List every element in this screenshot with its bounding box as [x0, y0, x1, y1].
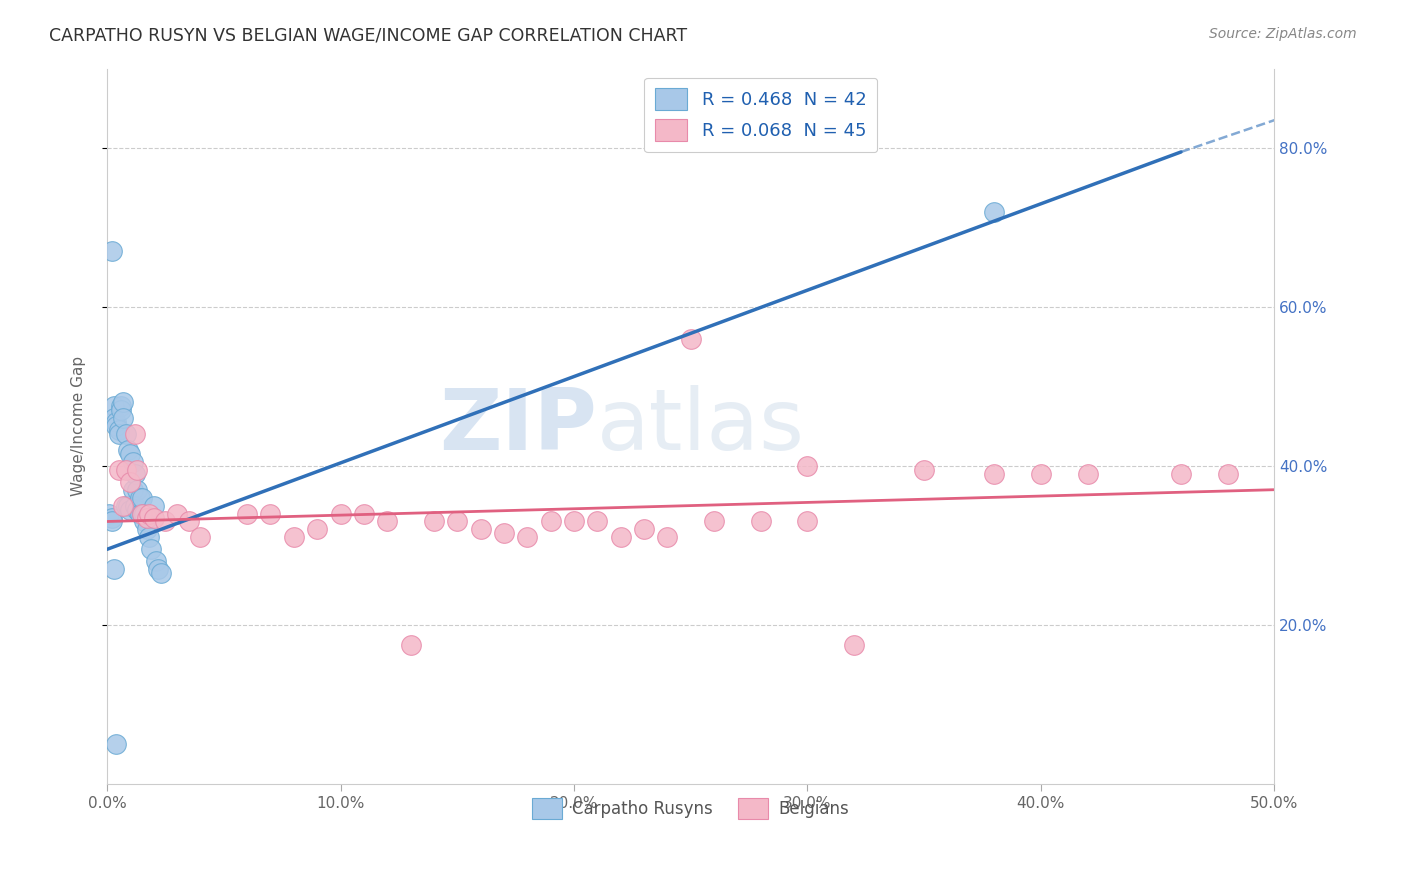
- Point: [446, 515, 468, 529]
- Point: [516, 530, 538, 544]
- Point: [540, 515, 562, 529]
- Point: [100, 510, 122, 524]
- Point: [117, 442, 139, 457]
- Point: [633, 523, 655, 537]
- Point: [142, 499, 165, 513]
- Point: [1077, 467, 1099, 481]
- Point: [120, 447, 142, 461]
- Point: [138, 530, 160, 544]
- Point: [131, 507, 153, 521]
- Point: [796, 458, 818, 473]
- Point: [105, 415, 128, 429]
- Point: [1216, 467, 1239, 481]
- Point: [114, 499, 136, 513]
- Point: [423, 515, 446, 529]
- Point: [1029, 467, 1052, 481]
- Point: [114, 463, 136, 477]
- Point: [329, 507, 352, 521]
- Point: [138, 507, 160, 521]
- Point: [492, 526, 515, 541]
- Point: [177, 515, 200, 529]
- Point: [586, 515, 609, 529]
- Point: [112, 395, 135, 409]
- Text: CARPATHO RUSYN VS BELGIAN WAGE/INCOME GAP CORRELATION CHART: CARPATHO RUSYN VS BELGIAN WAGE/INCOME GA…: [49, 27, 688, 45]
- Point: [679, 332, 702, 346]
- Point: [259, 507, 281, 521]
- Point: [609, 530, 631, 544]
- Point: [190, 530, 212, 544]
- Point: [107, 463, 129, 477]
- Point: [121, 455, 143, 469]
- Point: [145, 554, 167, 568]
- Point: [353, 507, 375, 521]
- Point: [135, 510, 157, 524]
- Point: [134, 507, 156, 521]
- Legend: Carpatho Rusyns, Belgians: Carpatho Rusyns, Belgians: [526, 792, 856, 825]
- Point: [98, 507, 121, 521]
- Point: [107, 427, 129, 442]
- Point: [131, 491, 153, 505]
- Point: [124, 499, 146, 513]
- Point: [100, 515, 122, 529]
- Point: [307, 523, 329, 537]
- Point: [983, 467, 1005, 481]
- Point: [842, 638, 865, 652]
- Point: [128, 491, 150, 505]
- Point: [283, 530, 305, 544]
- Point: [375, 515, 398, 529]
- Point: [131, 507, 153, 521]
- Point: [983, 204, 1005, 219]
- Point: [166, 507, 188, 521]
- Text: Source: ZipAtlas.com: Source: ZipAtlas.com: [1209, 27, 1357, 41]
- Point: [110, 403, 132, 417]
- Point: [142, 510, 165, 524]
- Point: [105, 419, 128, 434]
- Point: [100, 244, 122, 259]
- Point: [120, 475, 142, 489]
- Point: [134, 515, 156, 529]
- Point: [236, 507, 259, 521]
- Point: [103, 411, 125, 425]
- Point: [114, 427, 136, 442]
- Point: [121, 483, 143, 497]
- Point: [120, 502, 142, 516]
- Point: [796, 515, 818, 529]
- Y-axis label: Wage/Income Gap: Wage/Income Gap: [72, 356, 86, 496]
- Point: [703, 515, 725, 529]
- Point: [399, 638, 422, 652]
- Point: [103, 562, 125, 576]
- Point: [124, 467, 146, 481]
- Point: [562, 515, 585, 529]
- Point: [105, 737, 128, 751]
- Point: [127, 483, 149, 497]
- Point: [141, 542, 163, 557]
- Point: [112, 499, 135, 513]
- Point: [124, 427, 146, 442]
- Point: [912, 463, 935, 477]
- Point: [110, 399, 132, 413]
- Point: [149, 566, 172, 581]
- Point: [470, 523, 492, 537]
- Point: [107, 423, 129, 437]
- Point: [127, 502, 149, 516]
- Text: ZIP: ZIP: [440, 384, 598, 467]
- Point: [657, 530, 679, 544]
- Point: [112, 411, 135, 425]
- Point: [117, 499, 139, 513]
- Point: [128, 507, 150, 521]
- Point: [127, 463, 149, 477]
- Point: [135, 523, 157, 537]
- Point: [103, 399, 125, 413]
- Point: [749, 515, 772, 529]
- Point: [1170, 467, 1192, 481]
- Text: atlas: atlas: [598, 384, 806, 467]
- Point: [155, 515, 177, 529]
- Point: [148, 562, 170, 576]
